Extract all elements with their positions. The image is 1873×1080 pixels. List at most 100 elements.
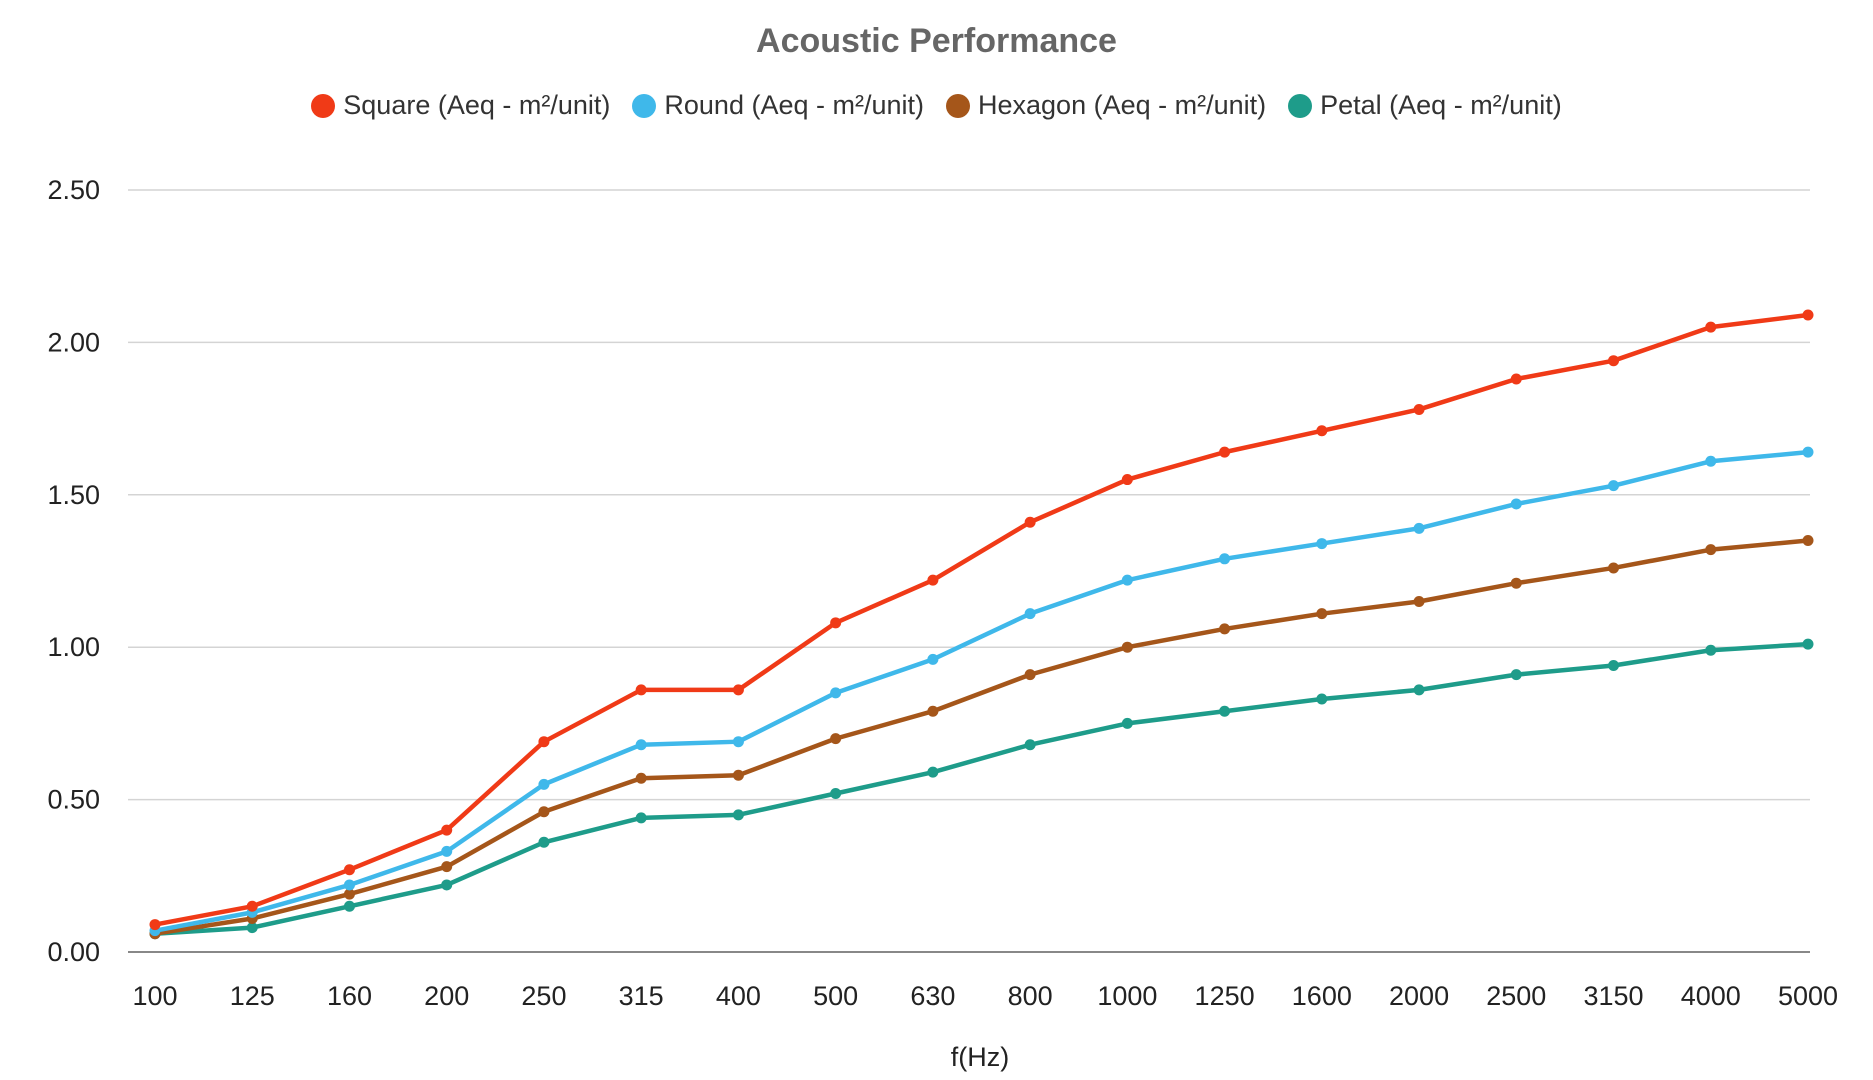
- x-tick-label: 100: [132, 981, 177, 1011]
- legend-label: Petal (Aeq - m²/unit): [1320, 90, 1562, 120]
- data-point: [927, 574, 939, 586]
- legend-label: Hexagon (Aeq - m²/unit): [978, 90, 1267, 120]
- data-point: [927, 705, 939, 717]
- y-tick-label: 2.50: [47, 175, 100, 205]
- legend-marker: [632, 93, 657, 118]
- data-point: [1802, 638, 1814, 650]
- x-tick-label: 315: [619, 981, 664, 1011]
- x-tick-label: 500: [813, 981, 858, 1011]
- data-point: [1413, 522, 1425, 534]
- y-tick-label: 2.00: [47, 327, 100, 357]
- data-point: [635, 772, 647, 784]
- x-tick-label: 630: [910, 981, 955, 1011]
- x-tick-label: 1600: [1292, 981, 1352, 1011]
- data-point: [246, 922, 258, 934]
- data-point: [1219, 623, 1231, 635]
- data-point: [1121, 574, 1133, 586]
- data-point: [635, 739, 647, 751]
- data-point: [635, 684, 647, 696]
- series-line: [154, 449, 1809, 933]
- data-point: [732, 684, 744, 696]
- y-tick-label: 1.50: [47, 480, 100, 510]
- data-point: [1024, 516, 1036, 528]
- data-point: [343, 900, 355, 912]
- legend-marker: [946, 93, 970, 118]
- series-line: [154, 641, 1809, 936]
- data-point: [538, 836, 550, 848]
- x-tick-label: 4000: [1681, 981, 1741, 1011]
- data-point: [1121, 717, 1133, 729]
- data-point: [538, 806, 550, 818]
- data-point: [830, 617, 842, 629]
- data-point: [635, 812, 647, 824]
- data-point: [441, 824, 453, 836]
- data-point: [441, 845, 453, 857]
- chart-title: Acoustic Performance: [756, 22, 1117, 60]
- data-point: [732, 736, 744, 748]
- data-point: [1510, 373, 1522, 385]
- x-tick-label: 160: [327, 981, 372, 1011]
- data-point: [1608, 659, 1620, 671]
- legend: Square (Aeq - m²/unit) Round (Aeq - m²/u…: [0, 90, 1873, 121]
- legend-item-hexagon[interactable]: Hexagon (Aeq - m²/unit): [946, 90, 1266, 121]
- data-point: [1510, 669, 1522, 681]
- x-tick-label: 400: [716, 981, 761, 1011]
- data-point: [149, 919, 161, 931]
- data-point: [538, 736, 550, 748]
- legend-label: Round (Aeq - m²/unit): [664, 90, 924, 120]
- data-point: [1219, 446, 1231, 458]
- data-point: [1024, 739, 1036, 751]
- data-point: [246, 900, 258, 912]
- data-point: [1705, 544, 1717, 556]
- x-tick-label: 125: [230, 981, 275, 1011]
- data-point: [1316, 693, 1328, 705]
- data-point: [1705, 644, 1717, 656]
- data-point: [1024, 608, 1036, 620]
- data-point: [1510, 577, 1522, 589]
- data-point: [830, 687, 842, 699]
- data-point: [441, 879, 453, 891]
- data-point: [1316, 425, 1328, 437]
- y-tick-label: 0.50: [47, 785, 100, 815]
- data-point: [1608, 355, 1620, 367]
- data-point: [1121, 474, 1133, 486]
- data-point: [1413, 403, 1425, 415]
- x-tick-label: 2500: [1486, 981, 1546, 1011]
- data-point: [1219, 553, 1231, 565]
- data-point: [732, 769, 744, 781]
- legend-label: Square (Aeq - m²/unit): [343, 90, 611, 120]
- data-point: [1705, 321, 1717, 333]
- data-point: [1316, 608, 1328, 620]
- x-tick-label: 2000: [1389, 981, 1449, 1011]
- y-tick-label: 0.00: [47, 937, 100, 967]
- legend-item-round[interactable]: Round (Aeq - m²/unit): [632, 90, 924, 121]
- data-point: [1802, 535, 1814, 547]
- x-tick-label: 5000: [1778, 981, 1838, 1011]
- data-point: [343, 864, 355, 876]
- data-point: [1413, 595, 1425, 607]
- data-point: [343, 879, 355, 891]
- data-point: [830, 788, 842, 800]
- x-tick-label: 200: [424, 981, 469, 1011]
- legend-marker: [1288, 93, 1313, 118]
- data-point: [1219, 705, 1231, 717]
- series-line: [154, 312, 1809, 927]
- data-point: [441, 861, 453, 873]
- data-point: [1024, 669, 1036, 681]
- legend-item-petal[interactable]: Petal (Aeq - m²/unit): [1288, 90, 1562, 121]
- data-point: [927, 653, 939, 665]
- x-tick-label: 800: [1008, 981, 1053, 1011]
- data-point: [538, 778, 550, 790]
- data-point: [1608, 562, 1620, 574]
- legend-marker: [311, 93, 336, 118]
- data-point: [1510, 498, 1522, 510]
- data-point: [732, 809, 744, 821]
- data-point: [927, 766, 939, 778]
- data-point: [343, 888, 355, 900]
- data-point: [1802, 446, 1814, 458]
- data-point: [1121, 641, 1133, 653]
- legend-item-square[interactable]: Square (Aeq - m²/unit): [311, 90, 610, 121]
- data-point: [1316, 538, 1328, 550]
- data-point: [1705, 455, 1717, 467]
